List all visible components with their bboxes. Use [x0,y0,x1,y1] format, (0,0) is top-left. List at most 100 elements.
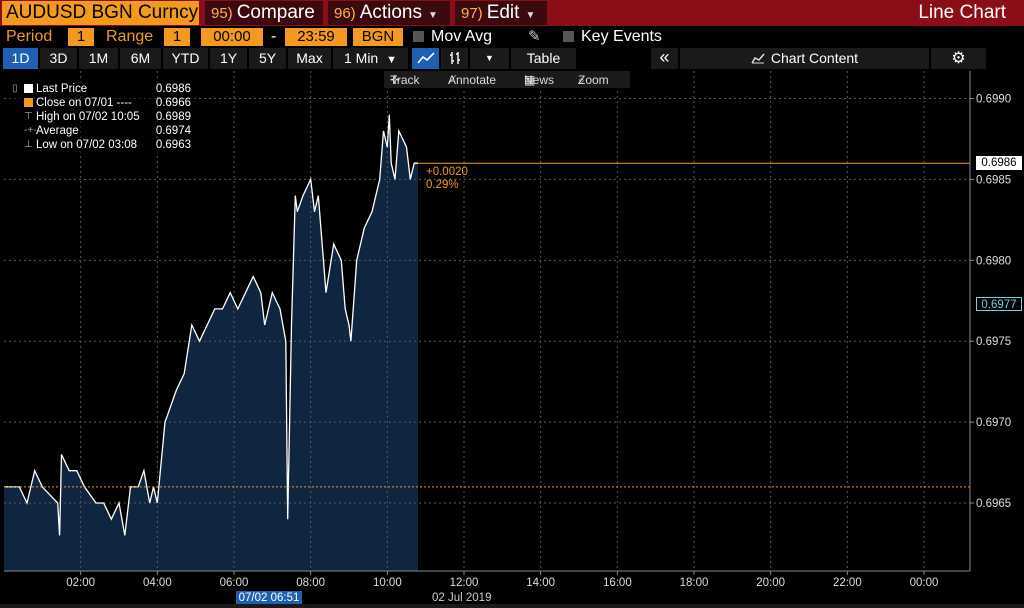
end-time-field[interactable]: 23:59 [285,28,347,46]
legend-average[interactable]: -+- Average 0.6974 [10,124,195,138]
bar-type-icon[interactable] [441,48,469,69]
legend-swatch [24,98,33,107]
window-title: Line Chart [918,2,1006,23]
range-field[interactable]: 1 [164,28,190,46]
range-3d-button[interactable]: 3D [40,48,78,69]
x-tick-label: 12:00 [450,577,479,589]
legend-value: 0.6989 [155,111,191,123]
change-percent: 0.29% [426,179,459,191]
y-tick-label: 0.6980 [976,255,1011,267]
actions-menu[interactable]: 96) Actions ▼ [328,1,450,25]
chevron-down-icon: ▼ [525,10,536,21]
y-tick-label: 0.6990 [976,94,1011,106]
line-chart-icon[interactable] [412,48,440,69]
compare-menu-number: 95) [211,5,233,22]
price-area-fill [4,114,418,571]
legend-name: Close on 07/01 ---- [36,97,132,109]
collapse-icon[interactable]: « [651,48,679,69]
x-tick-label: 06:00 [220,577,249,589]
range-toolbar: 1D 3D 1M 6M YTD 1Y 5Y Max 1 Min ▼ ▼ Tabl… [0,48,1024,70]
key-events-checkbox[interactable] [563,31,574,42]
legend-last-price[interactable]: ▯ Last Price 0.6986 [10,82,195,96]
legend-name: Average [36,125,79,137]
edit-menu[interactable]: 97) Edit ▼ [455,1,547,25]
legend-name: Low on 07/02 03:08 [36,139,138,151]
x-tick-label: 02:00 [66,577,95,589]
last-price-tag: 0.6986 [976,156,1022,170]
range-label: Range [106,28,154,45]
high-marker-icon: ⊤ [24,111,33,122]
title-bar: AUDUSD BGN Curncy 95) Compare 96) Actions ▼… [0,0,1024,26]
legend-handle-icon: ▯ [12,83,18,94]
annotate-label: Annotate [448,73,497,87]
legend-value: 0.6986 [155,83,191,95]
chevron-down-icon: ▼ [386,54,397,66]
range-ytd-button[interactable]: YTD [163,48,209,69]
edit-menu-label: Edit [486,2,520,23]
crosshair-price-tag: 0.6977 [976,297,1022,311]
chart-type-dropdown-icon[interactable]: ▼ [470,48,510,69]
range-1m-button[interactable]: 1M [79,48,119,69]
chart-tools-bar: ✛ Track ⟋ Annotate ▦ News ⌕ Zoom [384,71,630,88]
x-tick-label: 16:00 [603,577,632,589]
chart-content-label: Chart Content [770,50,859,66]
news-icon: ▦ [524,73,536,87]
news-label: News [524,73,555,87]
mov-avg-checkbox[interactable] [413,31,424,42]
mov-avg-label: Mov Avg [431,28,493,45]
time-separator: - [271,28,277,45]
average-marker-icon: -+- [24,125,37,136]
source-field[interactable]: BGN [353,28,403,46]
edit-menu-number: 97) [461,5,483,22]
interval-dropdown[interactable]: 1 Min ▼ [333,48,409,69]
track-label: Track [390,73,420,87]
period-label: Period [6,28,53,45]
actions-menu-number: 96) [334,5,356,22]
period-field[interactable]: 1 [68,28,94,46]
range-6m-button[interactable]: 6M [120,48,162,69]
legend-name: Last Price [36,83,88,95]
legend-value: 0.6963 [155,139,191,151]
range-1d-button[interactable]: 1D [3,48,39,69]
ticker-field[interactable]: AUDUSD BGN Curncy [2,1,199,25]
x-tick-label: 08:00 [296,577,325,589]
x-tick-label: 18:00 [680,577,709,589]
legend-close[interactable]: Close on 07/01 ---- 0.6966 [10,96,195,110]
range-max-button[interactable]: Max [288,48,332,69]
table-button[interactable]: Table [511,48,577,69]
crosshair-icon: ✛ [390,73,401,87]
y-tick-label: 0.6975 [976,336,1011,348]
low-marker-icon: ⊥ [24,139,33,150]
legend-high[interactable]: ⊤ High on 07/02 10:05 0.6989 [10,110,195,124]
key-events-label: Key Events [581,28,662,45]
y-tick-label: 0.6965 [976,498,1011,510]
compare-menu-label: Compare [236,2,315,23]
x-tick-label: 04:00 [143,577,172,589]
interval-value: 1 Min [343,50,379,66]
change-absolute: +0.0020 [426,166,468,178]
legend-value: 0.6966 [155,97,191,109]
actions-menu-label: Actions [359,2,422,23]
chart-content-button[interactable]: Chart Content [680,48,930,69]
line-tool-icon: ⟋ [448,73,457,87]
y-tick-label: 0.6970 [976,417,1011,429]
compare-menu[interactable]: 95) Compare [205,1,323,25]
x-tick-label: 00:00 [910,577,939,589]
magnifier-icon: ⌕ [578,73,585,87]
x-tick-label: 14:00 [526,577,555,589]
price-line [4,114,418,536]
pencil-icon[interactable]: ✎ [528,28,541,45]
legend-value: 0.6974 [155,125,191,137]
legend-low[interactable]: ⊥ Low on 07/02 03:08 0.6963 [10,138,195,152]
chart-legend: ▯ Last Price 0.6986 Close on 07/01 ---- … [10,81,195,155]
crosshair-time-tag: 07/02 06:51 [236,591,302,605]
gear-icon[interactable]: ⚙ [931,48,987,69]
start-time-field[interactable]: 00:00 [201,28,263,46]
settings-bar: Period 1 Range 1 00:00 - 23:59 BGN Mov A… [0,26,1024,47]
y-tick-label: 0.6985 [976,174,1011,186]
bottom-strip [0,604,1024,608]
range-5y-button[interactable]: 5Y [249,48,287,69]
range-1y-button[interactable]: 1Y [210,48,248,69]
zoom-label: Zoom [578,73,609,87]
x-tick-label: 10:00 [373,577,402,589]
